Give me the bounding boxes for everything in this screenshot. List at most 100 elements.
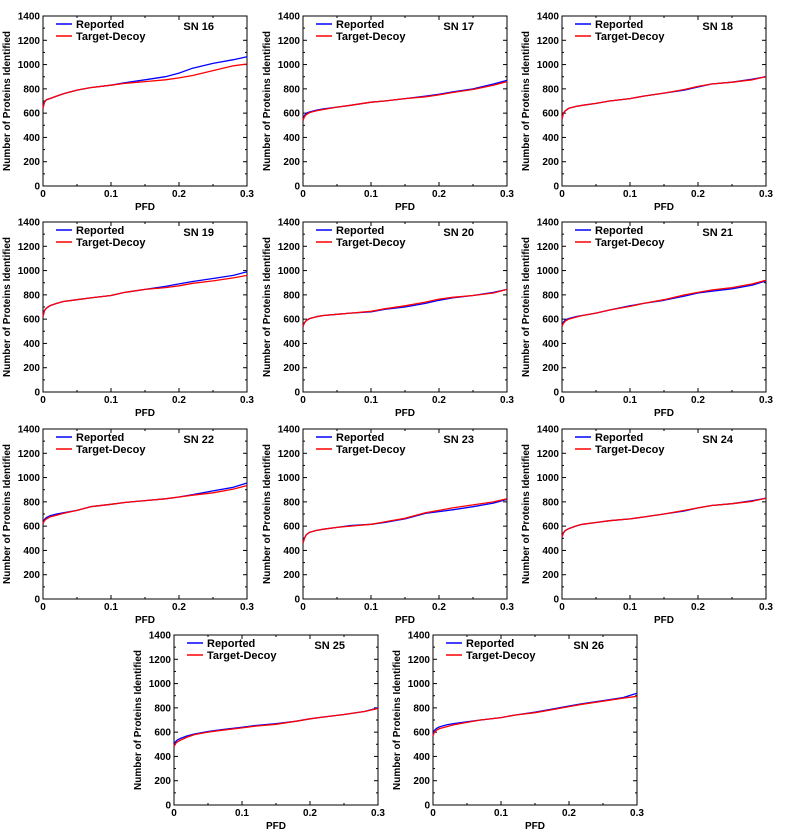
legend-label: Target-Decoy	[466, 650, 536, 662]
y-tick-label: 1000	[537, 266, 560, 277]
y-tick-label: 800	[283, 290, 300, 301]
x-tick-label: 0	[40, 189, 46, 200]
chart-panel: 0 200 400 600 800 1000 1200 1400 0 0.1 0.2 0.3 PFD Nu…	[2, 12, 254, 214]
y-tick-label: 200	[23, 570, 40, 581]
y-tick-label: 400	[23, 339, 40, 350]
y-tick-label: 0	[553, 182, 559, 193]
y-axis-title: Number of Proteins Identified	[521, 444, 532, 584]
series-line-target-decoy	[42, 63, 248, 109]
y-tick-label: 0	[294, 182, 300, 193]
x-tick-label: 0.1	[364, 189, 378, 200]
y-tick-label: 0	[553, 595, 559, 606]
x-axis-title: PFD	[395, 408, 415, 419]
x-tick-label: 0.1	[104, 602, 118, 613]
y-tick-label: 1000	[537, 60, 560, 71]
y-tick-label: 1000	[18, 266, 41, 277]
y-tick-label: 200	[413, 776, 430, 787]
y-tick-label: 600	[542, 522, 559, 533]
series-line-target-decoy	[561, 497, 767, 538]
series-line-target-decoy	[173, 707, 379, 747]
x-tick-label: 0.1	[104, 395, 118, 406]
x-tick-label: 0.1	[623, 602, 637, 613]
series-line-reported	[42, 56, 248, 109]
legend-label: Reported	[595, 19, 643, 31]
x-tick-label: 0.1	[364, 395, 378, 406]
x-tick-label: 0.1	[623, 395, 637, 406]
x-tick-label: 0	[40, 602, 46, 613]
x-tick-label: 0.3	[371, 808, 385, 819]
y-tick-label: 600	[23, 522, 40, 533]
y-tick-label: 1000	[278, 473, 301, 484]
y-tick-label: 1000	[278, 60, 301, 71]
x-tick-label: 0.1	[623, 189, 637, 200]
legend-label: Reported	[336, 225, 384, 237]
chart-panel: 0 200 400 600 800 1000 1200 1400 0 0.1 0.2 0.3 PFD Nu…	[262, 218, 514, 420]
series-line-reported	[432, 692, 638, 735]
series-line-target-decoy	[432, 695, 638, 737]
y-tick-label: 200	[154, 776, 171, 787]
legend-label: Target-Decoy	[207, 650, 277, 662]
legend-label: Reported	[76, 19, 124, 31]
y-tick-label: 600	[23, 315, 40, 326]
y-tick-label: 800	[542, 497, 559, 508]
y-tick-label: 1200	[278, 449, 301, 460]
legend-label: Target-Decoy	[595, 237, 665, 249]
x-tick-label: 0.3	[240, 395, 254, 406]
panel-label: SN 22	[183, 434, 214, 446]
x-tick-label: 0.2	[172, 602, 186, 613]
y-tick-label: 400	[154, 752, 171, 763]
x-tick-label: 0.3	[500, 602, 514, 613]
series-line-target-decoy	[561, 76, 767, 120]
y-tick-label: 400	[283, 339, 300, 350]
x-tick-label: 0	[559, 189, 565, 200]
x-tick-label: 0.2	[172, 189, 186, 200]
legend-label: Reported	[207, 638, 255, 650]
x-tick-label: 0	[40, 395, 46, 406]
series-line-target-decoy	[302, 80, 508, 121]
y-tick-label: 0	[294, 388, 300, 399]
panel-label: SN 18	[702, 21, 733, 33]
chart-panel: 0 200 400 600 800 1000 1200 1400 0 0.1 0.2 0.3 PFD Nu…	[521, 12, 773, 214]
y-axis-title: Number of Proteins Identified	[521, 31, 532, 171]
series-line-target-decoy	[302, 288, 508, 327]
panel-label: SN 24	[702, 434, 733, 446]
x-tick-label: 0.3	[500, 189, 514, 200]
y-tick-label: 400	[283, 546, 300, 557]
y-tick-label: 1000	[537, 473, 560, 484]
y-tick-label: 800	[283, 497, 300, 508]
y-tick-label: 0	[34, 595, 40, 606]
y-tick-label: 200	[542, 570, 559, 581]
x-axis-title: PFD	[266, 821, 286, 832]
y-tick-label: 800	[542, 84, 559, 95]
y-tick-label: 0	[553, 388, 559, 399]
x-tick-label: 0.1	[104, 189, 118, 200]
x-tick-label: 0.2	[691, 395, 705, 406]
y-tick-label: 1400	[278, 218, 301, 229]
x-tick-label: 0.2	[562, 808, 576, 819]
series-line-reported	[42, 482, 248, 524]
y-tick-label: 600	[542, 315, 559, 326]
legend-label: Target-Decoy	[76, 31, 146, 43]
y-axis-title: Number of Proteins Identified	[521, 237, 532, 377]
y-tick-label: 200	[542, 157, 559, 168]
x-axis-title: PFD	[654, 408, 674, 419]
y-tick-label: 1400	[278, 425, 301, 436]
legend-label: Target-Decoy	[336, 237, 406, 249]
y-tick-label: 1400	[18, 425, 41, 436]
y-tick-label: 1400	[18, 12, 41, 23]
y-tick-label: 1200	[537, 242, 560, 253]
x-tick-label: 0.3	[759, 189, 773, 200]
y-tick-label: 1200	[537, 36, 560, 47]
x-axis-title: PFD	[525, 821, 545, 832]
x-axis-title: PFD	[135, 615, 155, 626]
chart-panel: 0 200 400 600 800 1000 1200 1400 0 0.1 0.2 0.3 PFD Nu…	[133, 631, 385, 833]
x-tick-label: 0	[559, 395, 565, 406]
y-tick-label: 1000	[408, 679, 431, 690]
y-tick-label: 1000	[278, 266, 301, 277]
y-tick-label: 200	[23, 157, 40, 168]
y-tick-label: 1200	[18, 449, 41, 460]
legend-label: Reported	[595, 432, 643, 444]
legend-label: Target-Decoy	[336, 444, 406, 456]
series-line-reported	[302, 79, 508, 121]
